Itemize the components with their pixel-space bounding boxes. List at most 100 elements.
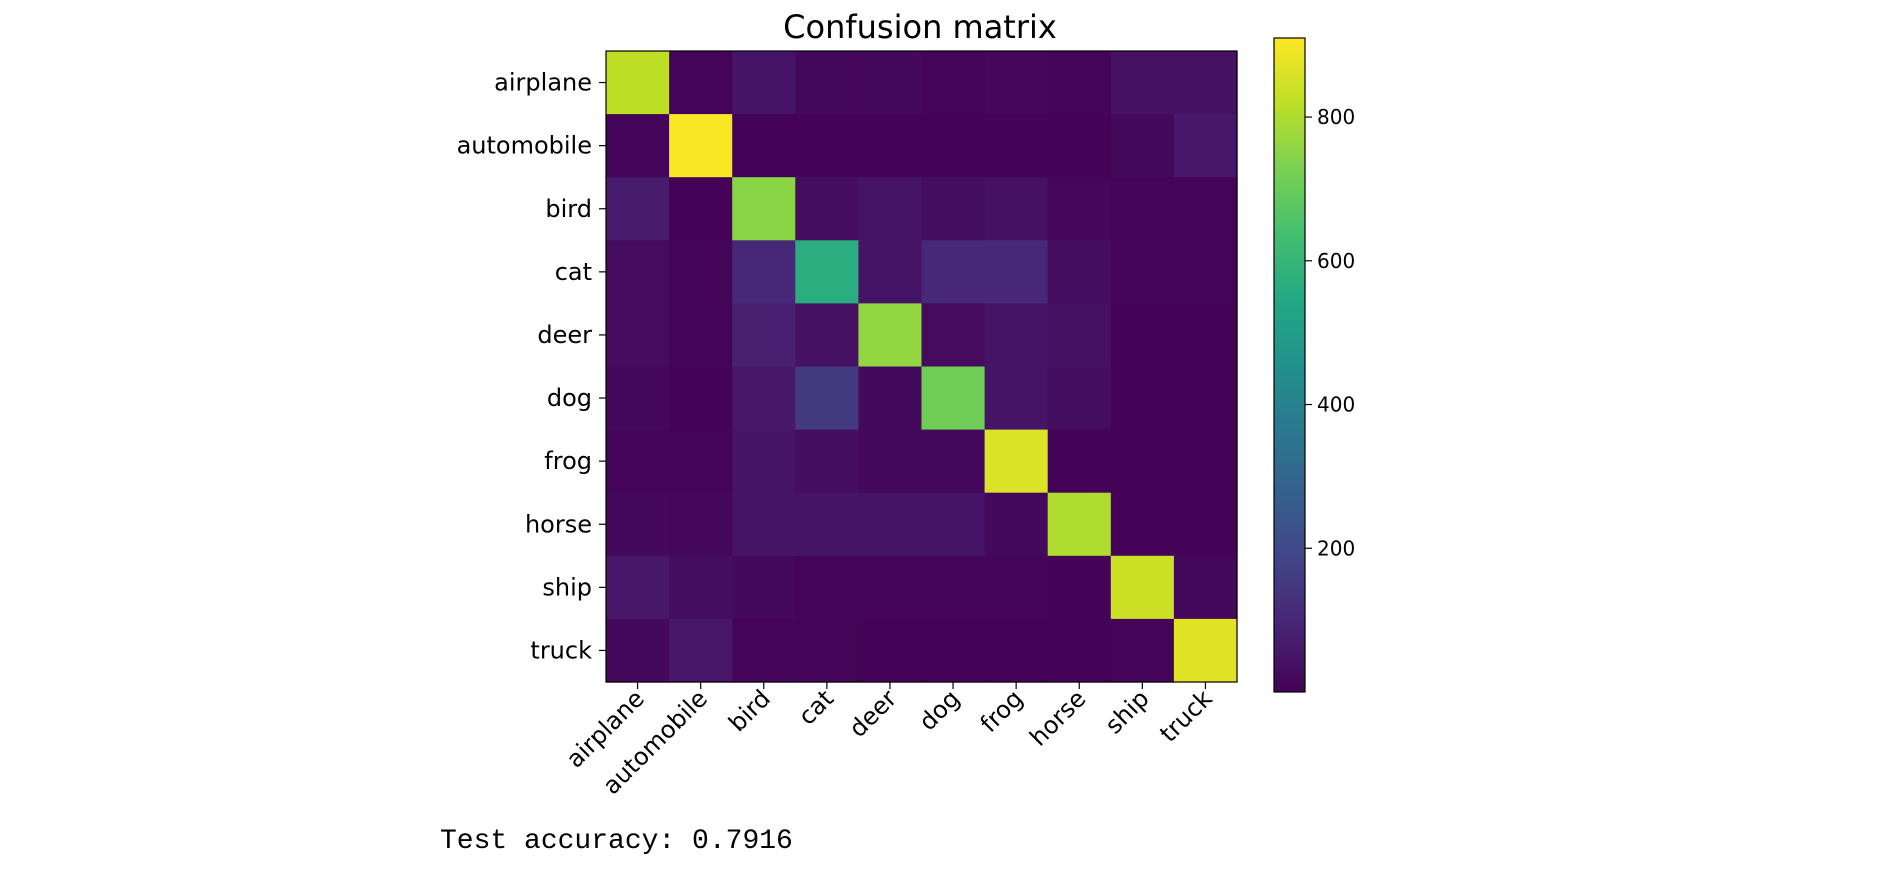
y-tick-label: airplane (494, 69, 592, 97)
heatmap-cell (795, 51, 859, 115)
heatmap-cell (795, 114, 859, 178)
heatmap-cell (1110, 555, 1175, 620)
heatmap-cells (606, 51, 1238, 683)
heatmap-cell (1047, 240, 1112, 304)
heatmap-cell (669, 114, 733, 178)
heatmap-cell (984, 240, 1049, 304)
heatmap-cell (732, 114, 796, 178)
heatmap-cell (732, 618, 796, 683)
heatmap-cell (732, 555, 796, 620)
y-tick-label: cat (555, 258, 592, 286)
heatmap-cell (669, 492, 733, 557)
y-tick-label: automobile (457, 132, 592, 160)
colorbar: 200 400 600 800 (1273, 37, 1355, 693)
heatmap-cell (1110, 366, 1175, 431)
heatmap-cell (606, 303, 670, 368)
heatmap-cell (1110, 303, 1175, 368)
heatmap-cell (858, 555, 923, 620)
heatmap-cell (1173, 114, 1238, 178)
heatmap-cell (858, 240, 923, 304)
heatmap-cell (669, 618, 733, 683)
heatmap-cell (606, 114, 670, 178)
heatmap-cell (984, 114, 1049, 178)
colorbar-tick-label: 400 (1317, 393, 1355, 417)
heatmap-cell (795, 177, 859, 241)
heatmap-cell (921, 618, 986, 683)
heatmap-cell (1173, 618, 1238, 683)
x-tick-label: horse (1024, 684, 1091, 751)
heatmap-cell (858, 177, 923, 241)
heatmap-cell (606, 429, 670, 494)
heatmap-cell (1047, 51, 1112, 115)
heatmap-cell (669, 240, 733, 304)
heatmap-cell (1047, 618, 1112, 683)
y-tick-label: truck (530, 636, 592, 664)
colorbar-tick-label: 600 (1317, 249, 1355, 273)
heatmap-cell (1110, 240, 1175, 304)
y-tick-label: dog (547, 384, 592, 412)
heatmap-cell (1047, 429, 1112, 494)
colorbar-gradient (1273, 37, 1306, 693)
heatmap-cell (1173, 303, 1238, 368)
heatmap-cell (984, 366, 1049, 431)
heatmap-cell (795, 429, 859, 494)
heatmap-cell (606, 177, 670, 241)
heatmap-cell (921, 177, 986, 241)
chart-title: Confusion matrix (783, 8, 1057, 46)
x-tick-label: ship (1100, 684, 1155, 739)
heatmap-cell (606, 618, 670, 683)
heatmap-cell (1173, 555, 1238, 620)
heatmap-cell (1047, 177, 1112, 241)
colorbar-tick-label: 200 (1317, 536, 1355, 560)
heatmap-cell (1110, 618, 1175, 683)
y-tick-label: deer (537, 321, 592, 349)
x-tick-label: dog (914, 684, 966, 736)
heatmap-cell (732, 240, 796, 304)
heatmap-cell (858, 618, 923, 683)
heatmap-cell (921, 240, 986, 304)
heatmap-cell (669, 555, 733, 620)
heatmap-cell (795, 303, 859, 368)
y-tick-label: frog (544, 447, 592, 475)
heatmap-cell (732, 366, 796, 431)
heatmap-cell (606, 51, 670, 115)
heatmap-cell (1047, 555, 1112, 620)
heatmap-cell (1173, 366, 1238, 431)
heatmap-cell (732, 51, 796, 115)
heatmap-cell (732, 492, 796, 557)
heatmap-cell (669, 177, 733, 241)
heatmap-cell (858, 429, 923, 494)
heatmap-cell (732, 303, 796, 368)
heatmap-cell (921, 114, 986, 178)
heatmap-cell (606, 240, 670, 304)
heatmap-cell (984, 492, 1049, 557)
heatmap-cell (1173, 492, 1238, 557)
heatmap-cell (606, 492, 670, 557)
heatmap-cell (984, 429, 1049, 494)
heatmap-cell (669, 51, 733, 115)
heatmap-cell (984, 618, 1049, 683)
heatmap-cell (732, 177, 796, 241)
heatmap-cell (984, 555, 1049, 620)
heatmap-cell (1110, 492, 1175, 557)
heatmap-cell (1110, 429, 1175, 494)
heatmap-cell (921, 555, 986, 620)
heatmap-cell (921, 366, 986, 431)
heatmap-cell (795, 366, 859, 431)
heatmap-cell (921, 51, 986, 115)
heatmap-cell (858, 366, 923, 431)
heatmap-cell (921, 303, 986, 368)
x-tick-label: deer (844, 684, 903, 743)
heatmap-cell (921, 429, 986, 494)
heatmap-cell (858, 303, 923, 368)
heatmap-cell (921, 492, 986, 557)
heatmap-cell (858, 114, 923, 178)
heatmap-cell (1047, 492, 1112, 557)
y-tick-label: ship (542, 573, 592, 601)
heatmap-cell (606, 366, 670, 431)
heatmap-cell (669, 366, 733, 431)
row-labels: airplane automobile bird cat deer dog frog hors… (457, 69, 606, 664)
test-accuracy-output: Test accuracy: 0.7916 (440, 826, 793, 857)
